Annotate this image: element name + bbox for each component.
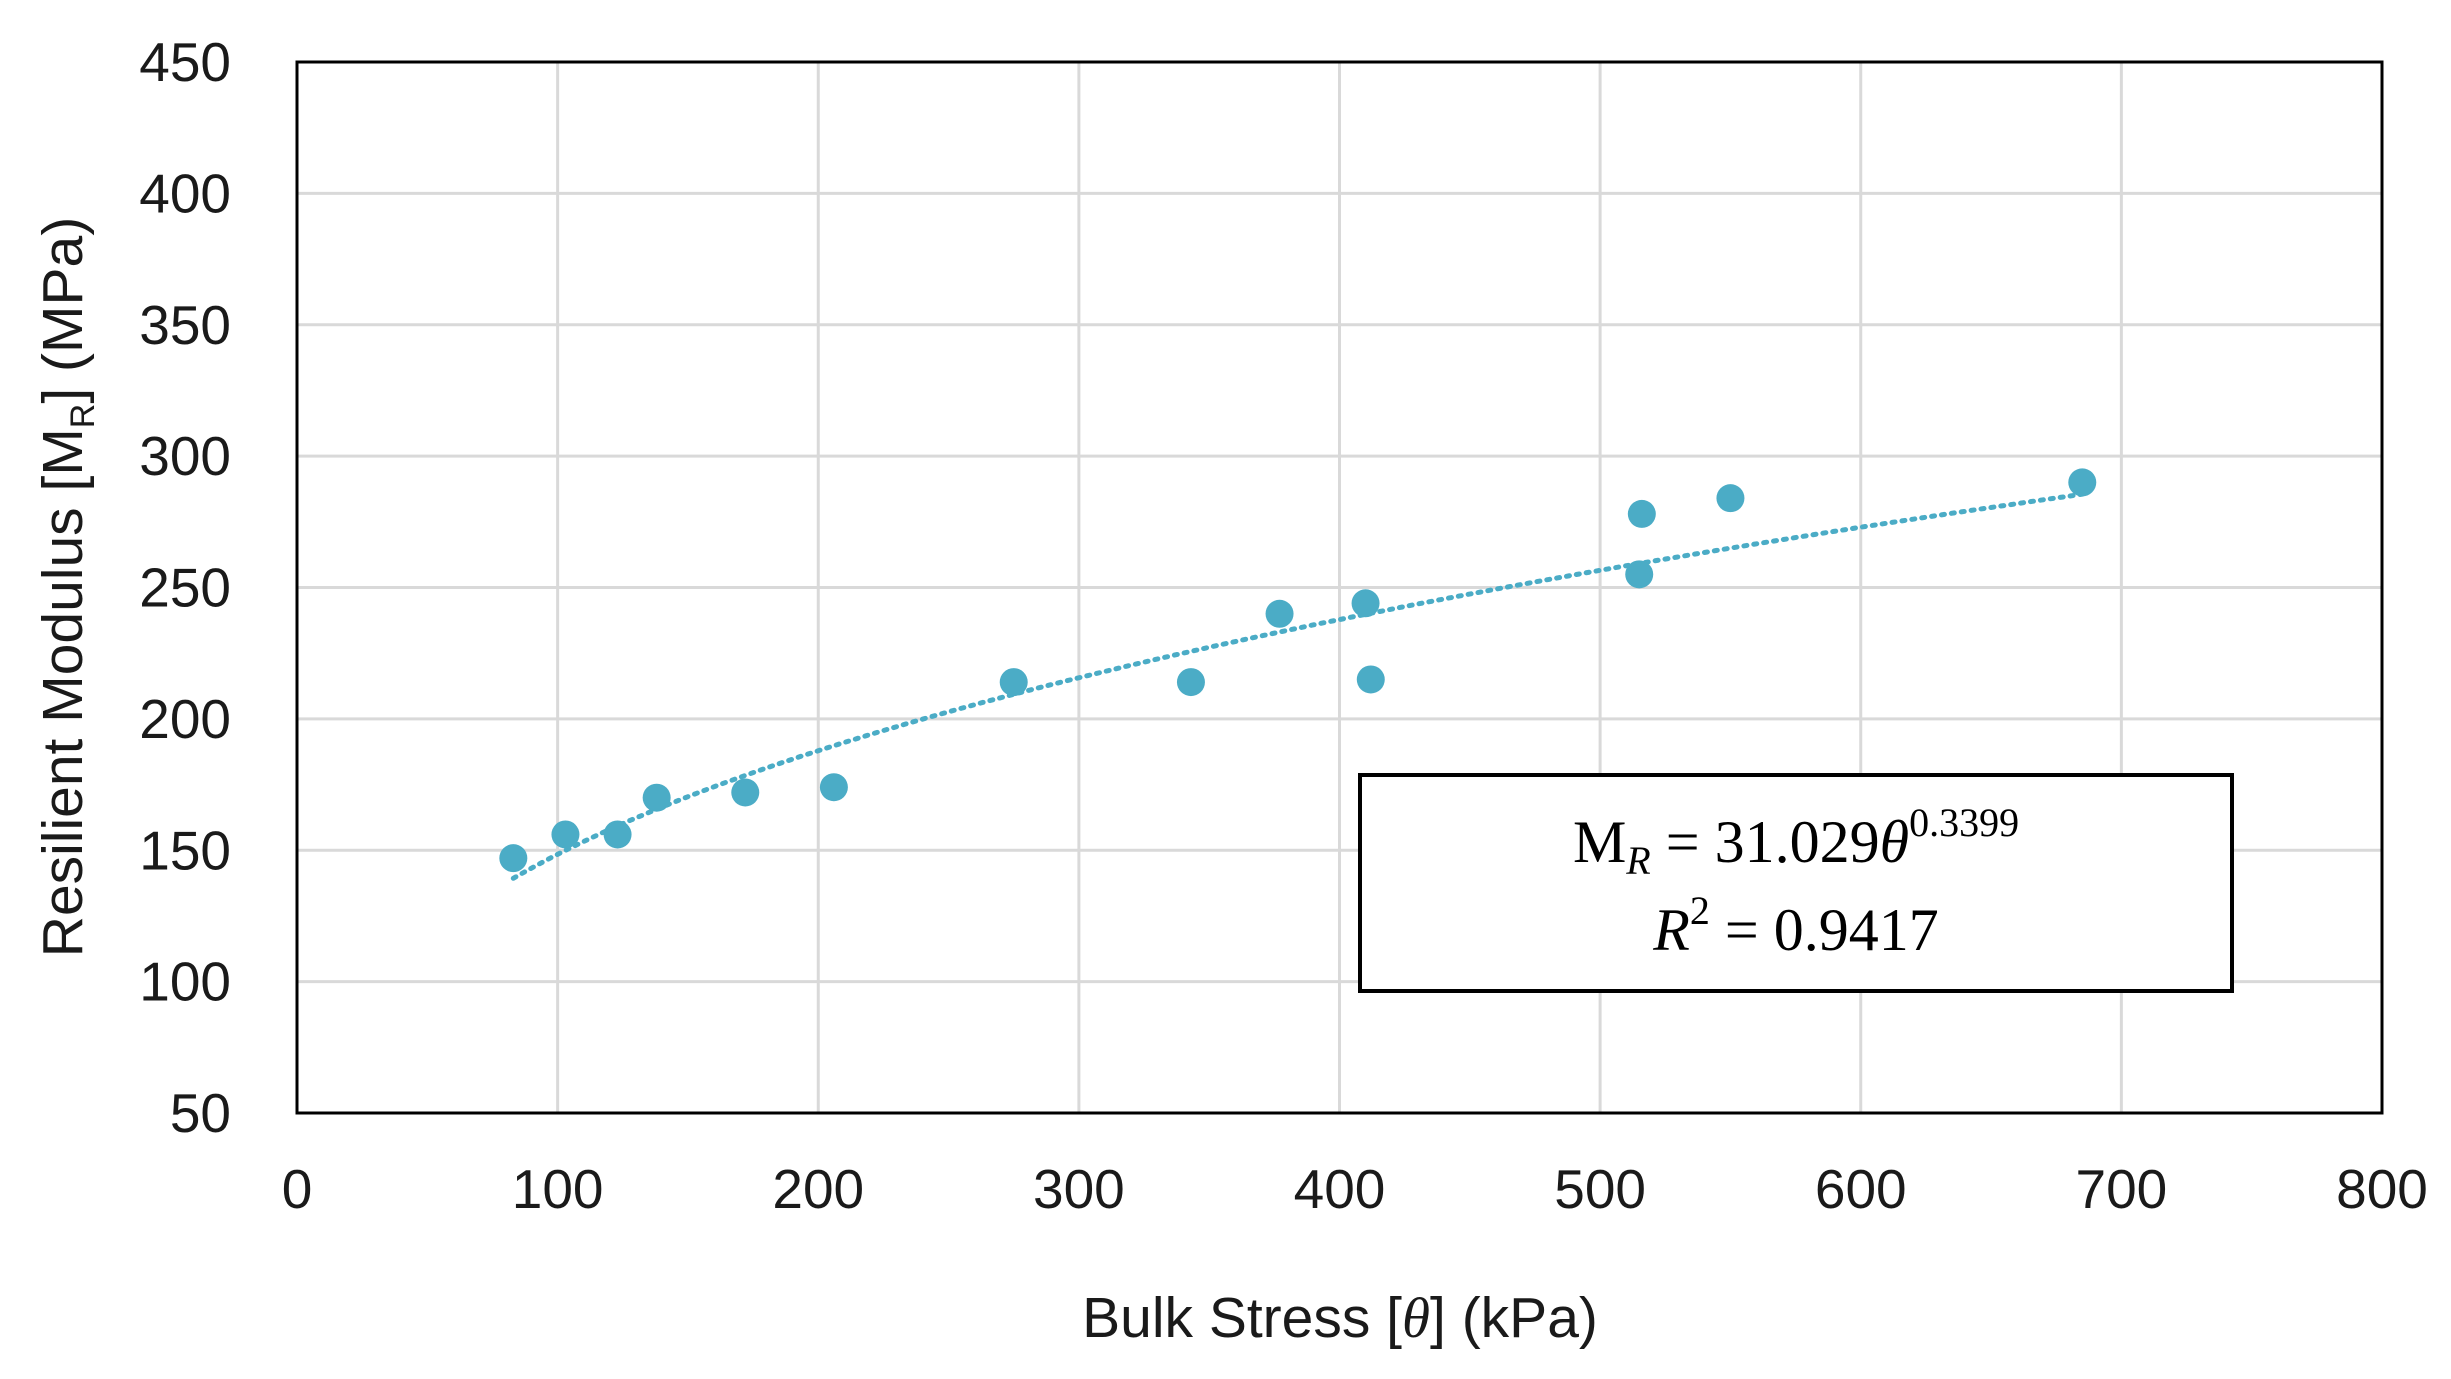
x-axis-title-suffix: ] (kPa) [1430,1286,1598,1350]
equation-line-2: R2 = 0.9417 [1652,888,1939,963]
data-point [819,773,848,802]
x-tick-label: 200 [772,1158,864,1220]
data-point [499,844,528,873]
x-axis-title-symbol: θ [1402,1287,1430,1350]
y-tick-label: 150 [139,819,231,881]
data-point [1627,499,1656,528]
y-tick-label: 450 [139,31,231,93]
eq2-value: = 0.9417 [1710,897,1939,963]
y-axis-title: Resilient Modulus [MR] (MPa) [31,217,102,957]
eq1-lhs-subscript: R [1625,838,1650,883]
data-point [2068,468,2097,497]
x-tick-label: 0 [282,1158,313,1220]
y-tick-label: 350 [139,294,231,356]
y-tick-label: 200 [139,688,231,750]
eq1-variable: θ [1880,809,1909,875]
plot-area-border [295,60,2384,1115]
x-axis-title-prefix: Bulk Stress [ [1082,1286,1402,1350]
data-point [642,783,671,812]
data-point [1625,560,1654,589]
equation-box [1358,773,2234,993]
y-axis-title-prefix: Resilient Modulus [M [31,428,95,957]
x-tick-label: 800 [2336,1158,2428,1220]
y-tick-label: 300 [139,425,231,487]
data-point [551,820,580,849]
data-point [1265,599,1294,628]
eq2-variable: R [1652,897,1690,963]
y-axis-title-subscript: R [64,404,102,429]
eq1-equals: = 31.029 [1651,809,1880,875]
x-axis-title: Bulk Stress [θ] (kPa) [1082,1286,1598,1350]
data-point [1356,665,1385,694]
y-axis-title-suffix: ] (MPa) [31,217,95,404]
data-point [999,668,1028,697]
data-point [603,820,632,849]
y-tick-label: 50 [170,1082,231,1144]
x-tick-label: 700 [2075,1158,2167,1220]
x-axis-tick-labels: 0 100 200 300 400 500 600 700 800 [282,1158,2428,1220]
y-tick-label: 100 [139,951,231,1013]
x-tick-label: 400 [1294,1158,1386,1220]
y-axis-tick-labels: 50 100 150 200 250 300 350 400 450 [139,31,231,1144]
eq1-exponent: 0.3399 [1909,800,2019,845]
y-tick-label: 400 [139,162,231,224]
equation-annotation: MR = 31.029θ0.3399 R2 = 0.9417 [1358,773,2234,993]
x-tick-label: 500 [1554,1158,1646,1220]
grid-lines [297,62,2382,1113]
y-tick-label: 250 [139,557,231,619]
equation-line-1: MR = 31.029θ0.3399 [1573,800,2019,883]
x-tick-label: 100 [512,1158,604,1220]
data-point [1351,589,1380,618]
eq2-superscript: 2 [1690,888,1710,933]
data-point [731,778,760,807]
data-points [499,468,2097,873]
x-tick-label: 600 [1815,1158,1907,1220]
data-point [1176,668,1205,697]
eq1-lhs: M [1573,809,1626,875]
trendline-layer [510,491,2085,881]
power-trendline [510,491,2085,881]
data-point [1716,484,1745,513]
x-tick-label: 300 [1033,1158,1125,1220]
